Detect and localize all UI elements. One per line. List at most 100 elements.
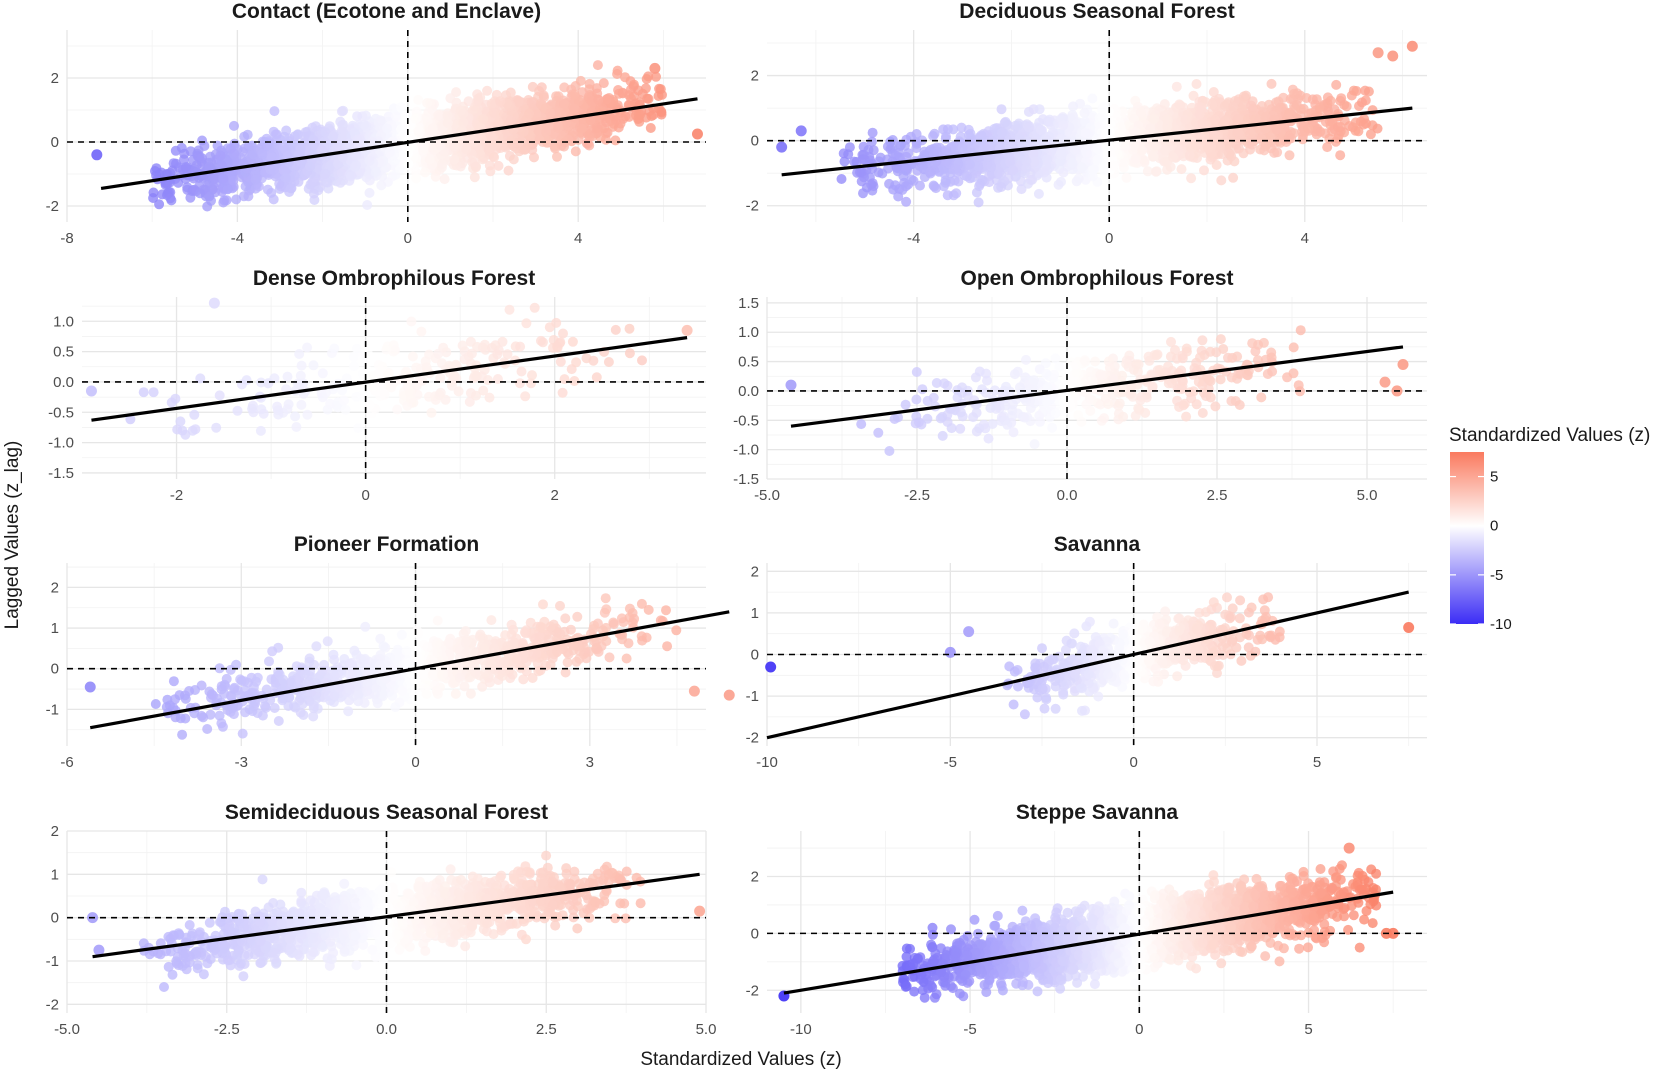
scatter-point [1314,102,1325,113]
y-tick-label: -2 [46,198,59,215]
scatter-point [1094,112,1105,123]
scatter-point [620,111,631,122]
scatter-point [91,149,103,161]
scatter-point [1271,124,1282,135]
scatter-point [1228,101,1239,112]
scatter-point [1186,173,1197,184]
scatter-point [478,114,489,125]
scatter-point [1271,97,1282,108]
scatter-point [1191,79,1202,89]
scatter-point [633,85,644,96]
scatter-point [508,154,519,165]
scatter-point [526,97,537,108]
scatter-point [1013,120,1023,131]
scatter-point [262,184,273,195]
scatter-point [268,194,279,205]
scatter-point [956,122,967,133]
scatter-point [611,115,622,125]
scatter-point [222,184,233,195]
scatter-point [1297,134,1308,145]
legend-colorbar [1450,452,1484,624]
scatter-point [598,78,609,89]
scatter-point [445,93,456,104]
scatter-point [993,168,1004,179]
x-tick-label: 0 [404,230,412,247]
panel-title: Contact (Ecotone and Enclave) [232,0,541,23]
scatter-point [524,108,535,119]
scatter-point [424,154,435,165]
scatter-point [961,171,972,182]
scatter-point [154,199,165,210]
scatter-point [942,190,953,201]
scatter-point [553,120,563,131]
scatter-point [592,60,603,71]
scatter-point [1188,90,1199,101]
scatter-point [1303,123,1314,134]
scatter-point [269,106,280,117]
scatter-point [489,108,499,119]
scatter-point [376,180,387,191]
scatter-point [176,142,187,153]
scatter-point [370,167,381,177]
scatter-point [482,85,493,96]
scatter-point [461,144,472,155]
scatter-point [1121,172,1132,183]
scatter-point [229,120,239,131]
scatter-point [1194,109,1205,120]
scatter-point [382,123,393,134]
legend-tick-label: 0 [1490,518,1498,535]
scatter-point [893,191,904,202]
scatter-point [469,172,480,183]
scatter-point [552,151,562,162]
scatter-point [384,147,395,158]
scatter-point [328,131,339,142]
scatter-point [1348,85,1359,96]
scatter-point [836,174,847,184]
scatter-point [360,110,371,121]
scatter-point [1039,167,1050,178]
scatter-point [202,201,213,212]
scatter-point [1335,150,1346,161]
scatter-point [231,194,242,205]
scatter-point [148,187,159,198]
scatter-point [867,127,878,138]
scatter-point [610,135,621,146]
scatter-point [485,166,496,177]
scatter-point [421,112,432,123]
scatter-point [1199,165,1209,176]
scatter-point [885,136,896,147]
scatter-point [165,193,176,204]
y-axis-title: Lagged Values (z_lag) [2,441,23,630]
scatter-point [1323,106,1333,116]
scatter-point [1336,93,1347,104]
scatter-point [268,126,279,137]
scatter-point [1033,188,1044,199]
scatter-point [239,131,250,142]
x-tick-label: -8 [60,230,73,247]
scatter-point [250,174,261,185]
scatter-point [856,167,867,178]
scatter-point [641,74,652,84]
scatter-point [529,152,539,163]
scatter-point [948,124,959,135]
scatter-point [1130,95,1141,106]
scatter-point [396,124,407,135]
scatter-point [215,150,226,161]
scatter-point [575,75,586,86]
scatter-point [280,173,291,183]
scatter-point [1159,99,1170,110]
scatter-point [1365,129,1376,140]
scatter-point [219,195,230,206]
scatter-point [527,81,538,92]
scatter-point [1256,133,1267,144]
scatter-point [1325,95,1336,106]
scatter-point [1067,158,1078,168]
scatter-point [581,138,592,149]
scatter-point [1358,119,1369,130]
legend-title: Standardized Values (z) [1449,425,1650,446]
scatter-point [177,164,188,175]
scatter-point [433,110,444,121]
scatter-point [1151,166,1162,177]
legend-tick-label: -10 [1490,616,1512,633]
